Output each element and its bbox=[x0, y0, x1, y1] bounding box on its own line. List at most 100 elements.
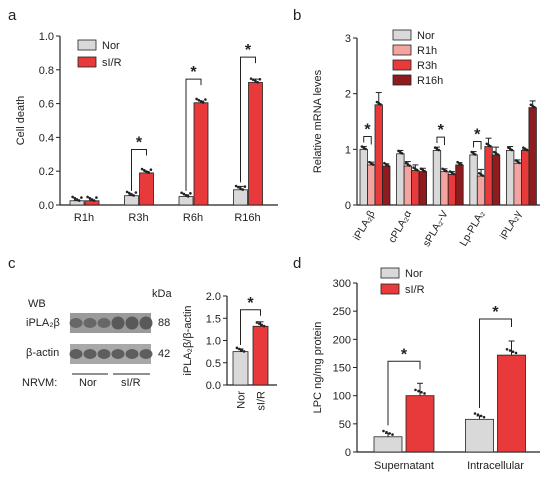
a-significance-star: * bbox=[190, 64, 197, 81]
blot-band-ipla2b bbox=[97, 318, 111, 328]
d-data-point bbox=[382, 429, 385, 433]
c-significance-star: * bbox=[247, 295, 254, 312]
d-data-point bbox=[473, 412, 477, 415]
d-data-point bbox=[508, 349, 512, 352]
blot-band-actin bbox=[97, 349, 111, 359]
d-y-axis-title: LPC ng/mg protein bbox=[312, 322, 324, 414]
blot-group-nor: Nor bbox=[79, 377, 97, 389]
blot-band-actin bbox=[83, 349, 97, 359]
b-bar-r3h bbox=[521, 150, 530, 206]
blot-wb-label: WB bbox=[28, 298, 46, 310]
panel-label-d: d bbox=[293, 255, 301, 272]
c-x-tick-label: Nor bbox=[236, 391, 248, 409]
d-data-point bbox=[414, 388, 417, 392]
blot-band-ipla2b bbox=[125, 316, 139, 330]
d-y-tick-label: 100 bbox=[333, 391, 351, 403]
a-data-point bbox=[149, 168, 153, 171]
b-x-tick-label: iPLA₂β bbox=[351, 209, 378, 243]
a-data-point bbox=[132, 194, 135, 197]
blot-band-actin bbox=[111, 349, 125, 359]
a-y-tick-label: 0.6 bbox=[39, 99, 54, 111]
b-legend-swatch-3 bbox=[392, 74, 412, 86]
blot-band-ipla2b bbox=[111, 316, 125, 330]
b-bar-r16h bbox=[528, 107, 537, 206]
a-y-tick-label: 1.0 bbox=[39, 31, 54, 43]
a-data-point bbox=[80, 196, 83, 199]
a-bar-sir bbox=[84, 200, 100, 206]
d-data-point bbox=[482, 415, 486, 419]
b-data-point bbox=[518, 161, 521, 165]
a-x-tick-label: R1h bbox=[74, 212, 94, 224]
c-data-point bbox=[242, 350, 246, 353]
c-bar-sir bbox=[252, 325, 269, 386]
d-data-point bbox=[511, 350, 515, 354]
a-data-point bbox=[125, 190, 129, 194]
western-blot: WB kDa iPLA₂β β-actin 88 42 NRVM: Nor sI… bbox=[22, 288, 172, 389]
a-data-point bbox=[145, 170, 148, 173]
d-bar-nor bbox=[465, 418, 494, 453]
d-significance-star-bracket bbox=[387, 360, 421, 426]
a-data-point bbox=[201, 101, 205, 104]
a-data-point bbox=[234, 184, 238, 188]
a-significance-star: * bbox=[136, 135, 143, 152]
a-data-point bbox=[189, 192, 192, 195]
a-significance-star: * bbox=[245, 42, 252, 59]
a-data-point bbox=[88, 196, 92, 200]
c-data-point bbox=[240, 348, 243, 352]
a-x-tick-label: R6h bbox=[183, 212, 203, 224]
b-data-point bbox=[386, 164, 390, 167]
a-x-tick-label: R16h bbox=[234, 212, 260, 224]
d-data-point bbox=[505, 348, 509, 351]
a-data-point bbox=[71, 195, 74, 199]
d-x-tick-label: Supernatant bbox=[374, 460, 434, 472]
b-data-point bbox=[452, 172, 456, 176]
d-x-tick-label: Intracellular bbox=[467, 460, 524, 472]
blot-kda-88: 88 bbox=[158, 317, 170, 329]
b-legend-label-3: R16h bbox=[417, 75, 443, 87]
d-legend-swatch-1 bbox=[380, 283, 400, 295]
b-bar-r1h bbox=[476, 175, 486, 206]
a-y-tick-label: 0.8 bbox=[39, 65, 54, 77]
a-data-point bbox=[249, 77, 253, 80]
b-bar-r16h bbox=[382, 165, 391, 206]
a-data-point bbox=[128, 191, 131, 195]
chart-c: 0.0 0.5 1.0 1.5 2.0 iPLA₂β/β-actin Nor sI/R * bbox=[182, 291, 277, 411]
b-legend-label-0: Nor bbox=[417, 30, 435, 42]
a-data-point bbox=[77, 199, 81, 202]
a-data-point bbox=[182, 192, 186, 196]
a-significance-star-bracket bbox=[240, 56, 256, 183]
a-data-point bbox=[241, 188, 244, 191]
b-legend-label-2: R3h bbox=[417, 60, 437, 72]
c-data-point bbox=[262, 324, 266, 328]
d-significance-star-bracket bbox=[479, 318, 512, 408]
a-data-point bbox=[86, 195, 89, 199]
c-data-point bbox=[235, 346, 239, 350]
b-legend-swatch-0 bbox=[392, 29, 412, 41]
b-bar-nor bbox=[505, 150, 515, 206]
a-bar-sir bbox=[139, 172, 154, 206]
b-y-tick-label: 0 bbox=[345, 200, 351, 212]
b-bar-r16h bbox=[418, 171, 428, 206]
c-x-tick-label: sI/R bbox=[256, 391, 268, 411]
b-data-point bbox=[437, 148, 441, 152]
a-bar-nor bbox=[124, 195, 139, 206]
a-significance-star-bracket bbox=[131, 149, 147, 191]
b-bar-r16h bbox=[491, 154, 501, 206]
a-data-point bbox=[195, 97, 198, 101]
b-data-point bbox=[423, 169, 426, 173]
d-legend-label-0: Nor bbox=[405, 268, 423, 280]
b-significance-star-bracket bbox=[436, 136, 445, 146]
d-y-tick-label: 0 bbox=[345, 447, 351, 459]
a-data-point bbox=[147, 171, 150, 174]
a-significance-star-bracket bbox=[185, 78, 202, 191]
c-y-tick-label: 0.0 bbox=[206, 380, 221, 392]
blot-row-label-2: β-actin bbox=[26, 347, 59, 359]
b-data-point bbox=[444, 169, 448, 173]
a-y-tick-label: 0.4 bbox=[39, 132, 54, 144]
b-y-tick-label: 2 bbox=[345, 89, 351, 101]
chart-a: 0.0 0.2 0.4 0.6 0.8 1.0 Cell death R1h R3h * R6h * R… bbox=[15, 31, 278, 224]
b-legend-swatch-1 bbox=[392, 44, 412, 56]
a-data-point bbox=[254, 79, 257, 83]
blot-kda-label: kDa bbox=[152, 288, 172, 300]
a-data-point bbox=[256, 80, 260, 84]
